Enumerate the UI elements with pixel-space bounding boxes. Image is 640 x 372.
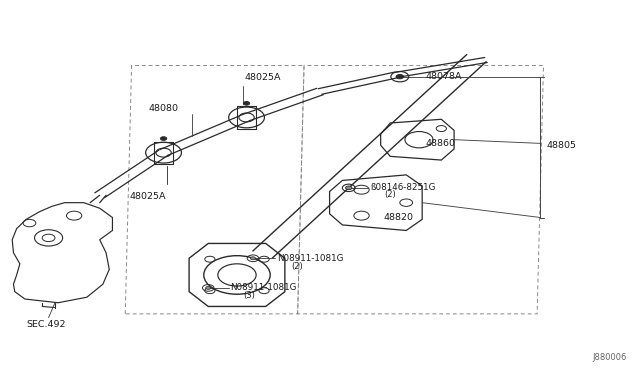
Text: ß08146-8251G: ß08146-8251G: [370, 183, 435, 192]
Text: N08911-1081G: N08911-1081G: [230, 283, 297, 292]
Text: 48025A: 48025A: [129, 192, 166, 201]
Text: 48805: 48805: [547, 141, 577, 150]
Circle shape: [161, 137, 167, 140]
Circle shape: [396, 74, 404, 79]
Text: SEC.492: SEC.492: [26, 321, 66, 330]
Text: 48080: 48080: [148, 104, 179, 113]
Circle shape: [250, 257, 255, 260]
Text: J880006: J880006: [592, 353, 627, 362]
Circle shape: [205, 286, 211, 289]
Text: 48078A: 48078A: [426, 72, 462, 81]
Text: 48025A: 48025A: [244, 73, 281, 82]
Circle shape: [346, 186, 352, 190]
Text: (2): (2): [291, 262, 303, 270]
Text: N08911-1081G: N08911-1081G: [277, 254, 344, 263]
Text: 48860: 48860: [426, 139, 456, 148]
Text: (3): (3): [243, 291, 255, 300]
Circle shape: [243, 102, 250, 105]
Text: 48820: 48820: [384, 213, 414, 222]
Text: (2): (2): [384, 190, 396, 199]
